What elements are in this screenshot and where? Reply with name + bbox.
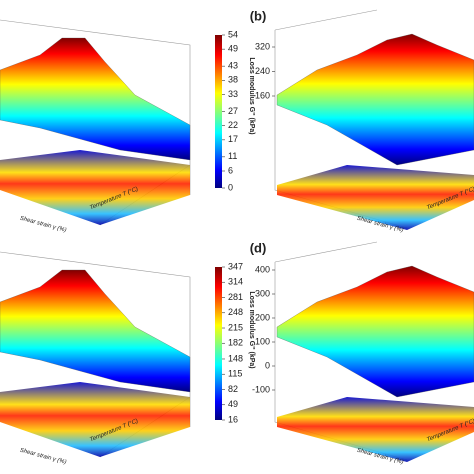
colorbar-tick-label: 54 — [228, 29, 238, 39]
colorbar-tick-label: 215 — [228, 322, 243, 332]
surface — [0, 269, 191, 393]
colorbar-tick-label: 347 — [228, 261, 243, 271]
colorbar-tick-label: 281 — [228, 292, 243, 302]
colorbar-tick-label: 314 — [228, 277, 243, 287]
z-tick-label: 320 — [255, 41, 270, 51]
colorbar-tick-label: 115 — [228, 369, 242, 379]
colorbar-tick-label: 0 — [228, 182, 233, 192]
z-tick-label: 100 — [255, 336, 270, 346]
floor-projection — [277, 165, 474, 230]
colorbar-tick-label: 17 — [228, 134, 238, 144]
z-tick-label: 200 — [255, 312, 270, 322]
colorbar-tick-label: 82 — [228, 384, 238, 394]
z-axis-label: Loss modulus G'' (kPa) — [248, 291, 255, 368]
colorbar-tick-label: 148 — [228, 353, 243, 363]
x-axis-label: Shear strain γ (%) — [19, 448, 67, 466]
z-tick-label: 0 — [265, 360, 270, 370]
panel-label: (d) — [250, 240, 267, 255]
z-tick-label: 400 — [255, 264, 270, 274]
colorbar — [215, 35, 222, 188]
colorbar-tick-label: 6 — [228, 165, 233, 175]
z-tick-label: -100 — [252, 384, 270, 394]
z-tick-label: 240 — [255, 66, 270, 76]
colorbar-tick-label: 38 — [228, 75, 238, 85]
colorbar-tick-label: 49 — [228, 399, 238, 409]
colorbar-tick-label: 248 — [228, 307, 243, 317]
x-axis-label: Shear strain γ (%) — [19, 216, 67, 234]
colorbar-tick-label: 33 — [228, 89, 238, 99]
panel-label: (b) — [250, 8, 267, 23]
z-tick-label: 160 — [255, 90, 270, 100]
colorbar-tick-label: 27 — [228, 106, 238, 116]
colorbar-tick-label: 16 — [228, 414, 238, 424]
z-tick-label: 300 — [255, 288, 270, 298]
colorbar-tick-label: 22 — [228, 120, 238, 130]
surface — [276, 265, 474, 398]
surface — [276, 33, 474, 166]
floor-projection — [277, 397, 474, 462]
surface — [0, 37, 191, 161]
colorbar-tick-label: 43 — [228, 61, 238, 71]
z-axis-label: Loss modulus G'' (kPa) — [248, 57, 255, 134]
colorbar-tick-label: 182 — [228, 338, 243, 348]
floor-projection — [0, 382, 190, 457]
colorbar-tick-label: 11 — [228, 151, 237, 161]
floor-projection — [0, 150, 190, 225]
colorbar-tick-label: 49 — [228, 44, 238, 54]
colorbar — [215, 267, 222, 420]
